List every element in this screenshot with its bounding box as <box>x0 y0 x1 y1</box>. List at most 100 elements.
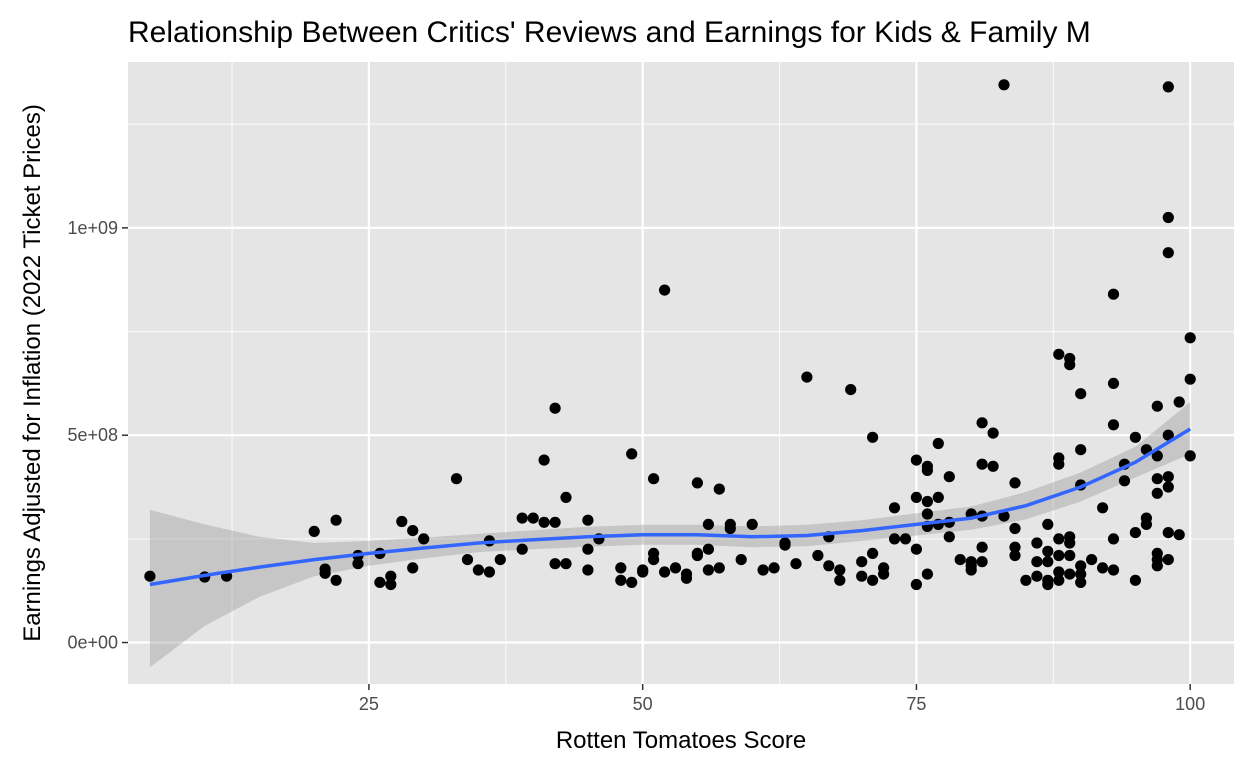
data-point <box>713 483 725 495</box>
data-point <box>965 564 977 576</box>
data-point <box>1162 211 1174 224</box>
data-point <box>1053 348 1065 360</box>
data-point <box>560 558 572 570</box>
data-point <box>1053 549 1065 562</box>
data-point <box>746 518 758 531</box>
data-point <box>648 554 660 566</box>
data-point <box>867 547 879 560</box>
y-tick-label: 0e+00 <box>67 633 118 653</box>
data-point <box>834 564 846 576</box>
data-point <box>823 560 835 572</box>
data-point <box>1064 568 1076 580</box>
data-point <box>1031 556 1043 568</box>
plot-panel <box>128 62 1234 684</box>
data-point <box>932 491 944 503</box>
data-point <box>1042 518 1054 531</box>
data-point <box>987 460 999 472</box>
data-point <box>450 473 463 485</box>
data-point <box>659 566 671 578</box>
data-point <box>867 574 879 586</box>
data-point <box>560 491 572 503</box>
data-point <box>1031 570 1043 582</box>
data-point <box>527 512 539 524</box>
data-point <box>1107 419 1120 431</box>
data-point <box>472 564 484 576</box>
data-point <box>319 567 331 579</box>
chart-title: Relationship Between Critics' Reviews an… <box>128 16 1091 49</box>
data-point <box>834 574 846 586</box>
data-point <box>494 554 506 566</box>
data-point <box>779 539 791 551</box>
data-point <box>407 525 419 537</box>
data-point <box>1118 475 1131 487</box>
data-point <box>702 543 715 555</box>
data-point <box>976 541 988 553</box>
data-point <box>549 402 561 414</box>
y-tick-label: 1e+09 <box>67 218 118 238</box>
data-point <box>1042 545 1054 557</box>
data-point <box>1009 541 1021 553</box>
data-point <box>1075 444 1087 456</box>
data-point <box>1162 481 1174 493</box>
data-point <box>867 431 879 443</box>
data-point <box>921 495 934 508</box>
data-point <box>483 566 495 578</box>
data-point <box>659 284 671 296</box>
data-point <box>921 464 934 476</box>
data-point <box>648 473 660 485</box>
data-point <box>1151 400 1163 412</box>
data-point <box>538 454 550 466</box>
data-point <box>888 502 901 514</box>
data-point <box>768 562 780 574</box>
data-point <box>1129 431 1141 443</box>
x-tick-label: 100 <box>1175 694 1205 714</box>
data-point <box>330 514 342 526</box>
data-point <box>1129 574 1141 586</box>
data-point <box>943 471 955 483</box>
data-point <box>407 562 419 574</box>
data-point <box>1042 578 1054 591</box>
data-point <box>1151 560 1163 572</box>
data-point <box>1064 549 1076 562</box>
data-point <box>1140 518 1152 531</box>
data-point <box>691 477 704 489</box>
data-point <box>1107 288 1120 300</box>
data-point <box>910 491 923 503</box>
data-point <box>669 562 682 574</box>
data-point <box>1053 574 1065 586</box>
data-point <box>998 510 1010 522</box>
data-point <box>691 549 704 562</box>
data-point <box>549 516 561 528</box>
data-point <box>680 572 693 584</box>
data-point <box>1107 377 1120 389</box>
data-point <box>1162 429 1174 441</box>
data-point <box>330 574 342 586</box>
data-point <box>1129 527 1141 539</box>
data-point <box>1184 332 1196 344</box>
data-point <box>1151 473 1163 485</box>
x-axis-ticks: 25 50 75 100 <box>359 684 1205 714</box>
data-point <box>702 564 715 576</box>
data-point <box>626 576 638 589</box>
data-point <box>1162 247 1174 259</box>
data-point <box>516 512 528 524</box>
data-point <box>144 570 156 582</box>
data-point <box>1097 502 1109 514</box>
data-point <box>582 564 594 576</box>
y-axis-ticks: 0e+00 5e+08 1e+09 <box>67 218 128 653</box>
data-point <box>615 574 627 586</box>
data-point <box>1184 373 1196 385</box>
data-point <box>943 531 955 543</box>
x-axis-title: Rotten Tomatoes Score <box>556 727 806 754</box>
data-point <box>1184 450 1196 462</box>
data-point <box>1020 574 1032 586</box>
data-point <box>976 417 988 429</box>
data-point <box>1031 537 1043 549</box>
data-point <box>845 384 857 396</box>
data-point <box>987 427 999 439</box>
data-point <box>1042 556 1054 568</box>
data-point <box>954 554 966 566</box>
data-point <box>801 371 813 383</box>
data-point <box>888 533 901 545</box>
data-point <box>1173 529 1185 541</box>
